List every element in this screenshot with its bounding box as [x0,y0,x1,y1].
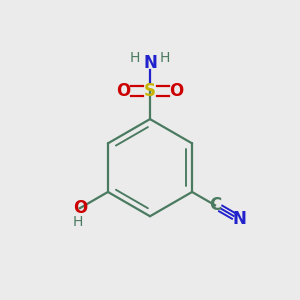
Text: C: C [209,196,221,214]
Text: S: S [144,82,156,100]
Text: H: H [160,51,170,65]
Text: O: O [169,82,184,100]
Text: O: O [116,82,130,100]
Text: O: O [73,199,87,217]
Text: H: H [130,51,140,65]
Text: N: N [232,210,246,228]
Text: H: H [72,215,83,229]
Text: N: N [143,54,157,72]
